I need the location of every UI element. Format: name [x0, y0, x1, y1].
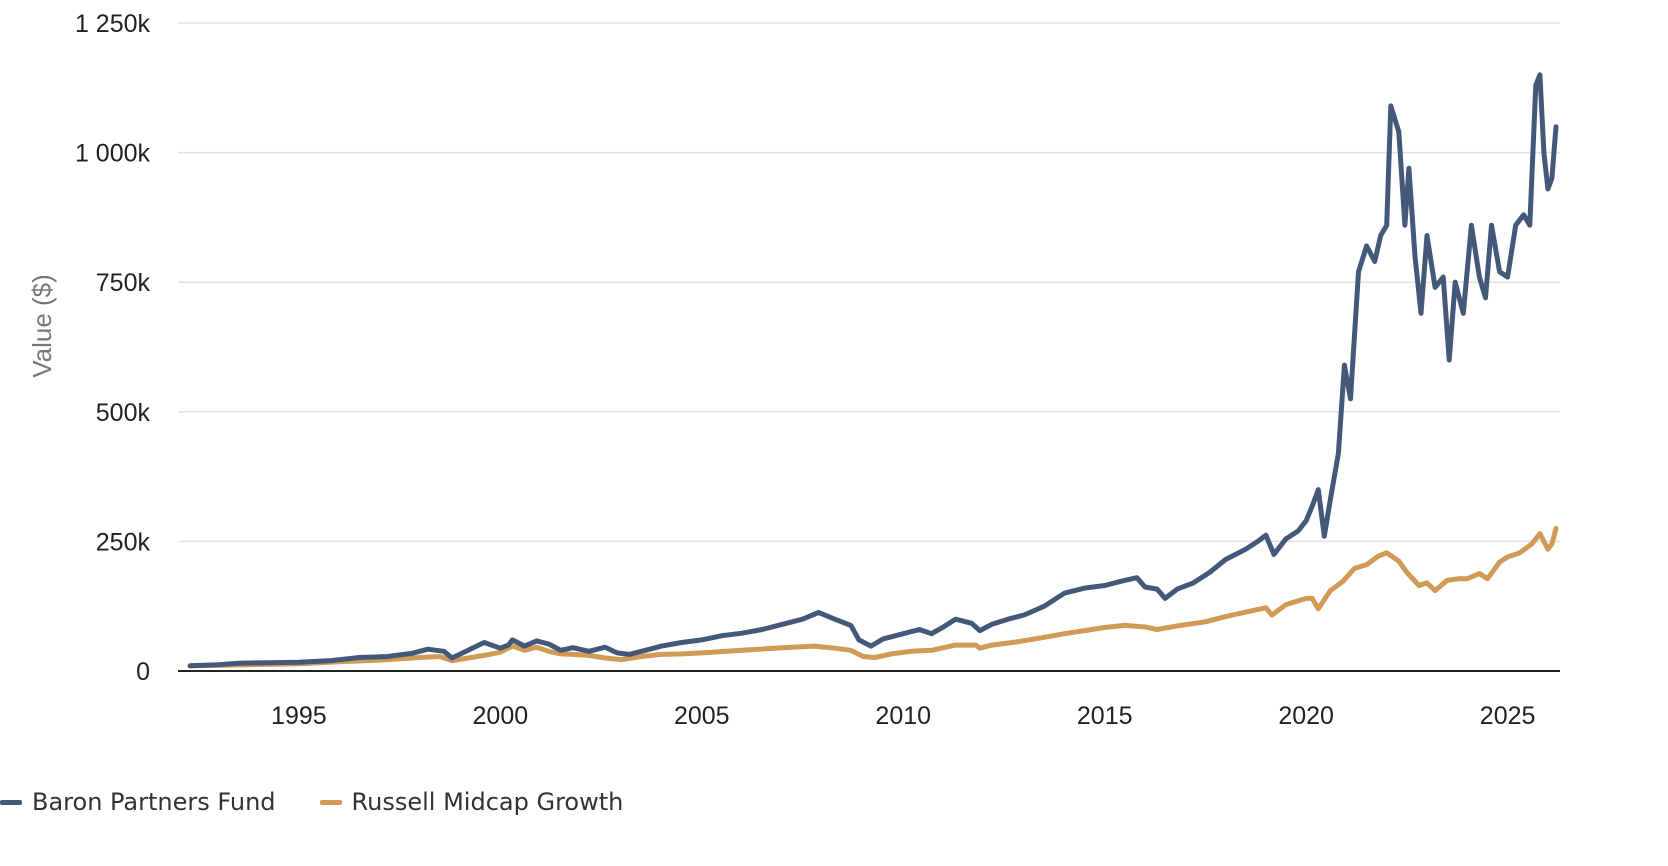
y-tick-label: 500k	[96, 399, 151, 427]
y-tick-label: 0	[136, 658, 150, 686]
series-line-baron[interactable]	[187, 72, 1559, 669]
x-tick-label: 2015	[1077, 702, 1133, 730]
x-tick-label: 2020	[1278, 702, 1334, 730]
legend-item-baron[interactable]: Baron Partners Fund	[0, 788, 276, 816]
legend: Baron Partners Fund Russell Midcap Growt…	[0, 788, 623, 816]
y-axis-label: Value ($)	[27, 274, 57, 378]
x-tick-label: 1995	[271, 702, 327, 730]
legend-swatch-russell	[319, 799, 342, 805]
series-lines	[187, 72, 1559, 669]
legend-swatch-baron	[0, 799, 22, 805]
series-line-russell[interactable]	[187, 525, 1559, 669]
x-axis-ticks: 1995 2000 2005 2010 2015 2020 2025	[271, 702, 1535, 730]
legend-label-baron: Baron Partners Fund	[32, 788, 276, 816]
y-axis-ticks: 0 250k 500k 750k 1 000k 1 250k	[75, 10, 151, 686]
x-tick-label: 2000	[473, 702, 529, 730]
x-tick-label: 2005	[674, 702, 730, 730]
y-tick-label: 1 000k	[75, 140, 151, 168]
legend-item-russell[interactable]: Russell Midcap Growth	[319, 788, 624, 816]
y-tick-label: 250k	[96, 528, 151, 556]
legend-label-russell: Russell Midcap Growth	[351, 788, 624, 816]
x-tick-label: 2010	[875, 702, 931, 730]
gridlines	[178, 22, 1560, 543]
y-tick-label: 750k	[96, 269, 151, 297]
x-tick-label: 2025	[1480, 702, 1536, 730]
y-tick-label: 1 250k	[75, 10, 151, 38]
